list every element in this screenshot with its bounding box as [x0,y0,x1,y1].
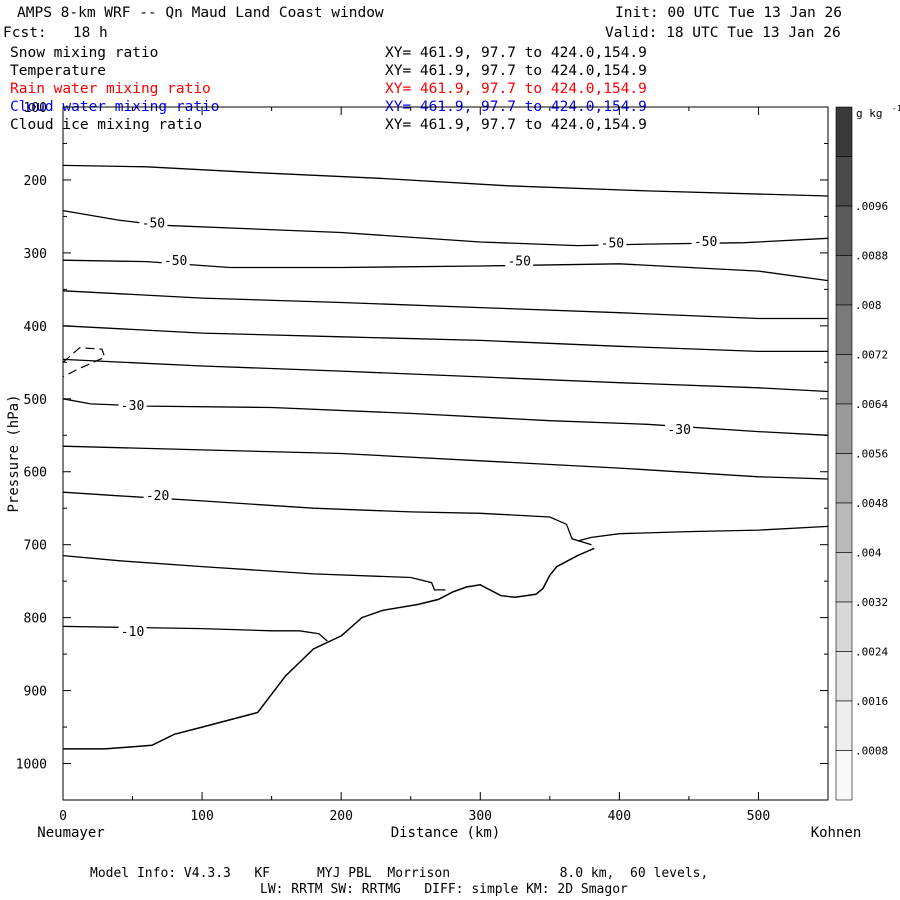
snow-contour-dashed [62,347,106,378]
contour-label: -30 [667,423,690,438]
contour-label-bg [118,398,147,414]
forecast-hour: Fcst: 18 h [3,25,108,41]
contour-label: -50 [164,254,187,269]
colorbar-swatch [835,354,853,405]
colorbar-swatch [835,255,853,306]
valid-time: Valid: 18 UTC Tue 13 Jan 26 [605,25,841,41]
field-name: Rain water mixing ratio [10,81,211,97]
series-line-warm-contour [577,525,829,542]
contour-label: -50 [601,236,624,251]
contour-label: -20 [146,489,169,504]
x-tick-label: 0 [59,809,67,824]
plot-frame [62,106,829,801]
colorbar-swatch [835,502,853,553]
colorbar-label: .0064 [855,398,888,411]
series-line-isotherm-3 [62,259,829,282]
colorbar-swatch [835,403,853,454]
contour-label: -30 [121,399,144,414]
field-name: Snow mixing ratio [10,45,159,61]
field-name: Temperature [10,63,107,79]
chart-title: AMPS 8-km WRF -- Qn Maud Land Coast wind… [17,5,384,21]
colorbar-label: .0024 [855,646,888,659]
contour-label-bg [118,624,147,640]
series-line-isotherm-9 [62,491,592,546]
contour-label: -10 [121,625,144,640]
colorbar-label: .0088 [855,250,888,263]
colorbar-swatch [835,156,853,207]
colorbar-unit: g kg [856,107,883,120]
contour-label: -50 [507,255,530,270]
contour-label-bg [665,422,694,438]
colorbar-label: .0096 [855,200,888,213]
series-line-isotherm-4 [62,290,828,320]
colorbar-swatch [835,750,853,801]
y-axis-title: Pressure (hPa) [6,394,22,512]
series-line-isotherm-11 [62,625,328,642]
colorbar-swatch [835,651,853,702]
series-line-isotherm-5 [62,325,828,353]
colorbar-label: .0008 [855,745,888,758]
series-line-isotherm-10 [62,554,446,591]
contour-label: -50 [142,217,165,232]
contour-label: -50 [694,235,717,250]
colorbar-label: .0016 [855,695,888,708]
colorbar-label: .004 [855,547,882,560]
series-line-terrain [63,547,595,750]
contour-label-bg [161,252,190,268]
x-tick-label: 100 [190,809,213,824]
contour-label-bg [691,233,720,249]
y-tick-label: 500 [24,393,47,408]
model-info-line1: Model Info: V4.3.3 KF MYJ PBL Morrison 8… [90,866,709,881]
colorbar-label: .0048 [855,497,888,510]
model-info-line2: LW: RRTM SW: RRTMG DIFF: simple KM: 2D S… [260,882,628,897]
x-left-location: Neumayer [37,825,104,841]
colorbar-label: .008 [855,299,882,312]
field-xy: XY= 461.9, 97.7 to 424.0,154.9 [385,63,647,79]
colorbar-swatch [835,205,853,256]
contour-label-bg [139,215,168,231]
contour-label-bg [598,235,627,251]
x-tick-label: 300 [469,809,492,824]
x-tick-label: 400 [608,809,631,824]
colorbar-unit-exponent: -1 [892,104,900,113]
colorbar-label: .0032 [855,596,888,609]
colorbar-swatch [835,700,853,751]
y-tick-label: 800 [24,612,47,627]
y-tick-label: 600 [24,466,47,481]
colorbar-swatch [835,552,853,603]
x-tick-label: 200 [329,809,352,824]
y-tick-label: 900 [24,685,47,700]
series-line-isotherm-8 [62,445,829,480]
colorbar-label: .0056 [855,448,888,461]
y-tick-label: 1000 [16,758,47,773]
y-tick-label: 400 [24,320,47,335]
series-line-isotherm-7 [62,398,829,436]
colorbar-swatch [835,601,853,652]
x-right-location: Kohnen [811,825,862,841]
y-tick-label: 300 [24,247,47,262]
colorbar-label: .0072 [855,349,888,362]
series-line-isotherm-1 [62,164,829,197]
x-axis-title: Distance (km) [391,825,501,841]
colorbar-swatch [835,453,853,504]
contour-label-bg [143,487,172,503]
x-tick-label: 500 [747,809,770,824]
contour-label-bg [505,253,534,269]
field-xy: XY= 461.9, 97.7 to 424.0,154.9 [385,81,647,97]
series-line-isotherm-6 [62,358,829,393]
init-time: Init: 00 UTC Tue 13 Jan 26 [615,5,842,21]
y-tick-label: 700 [24,539,47,554]
y-tick-label: 100 [24,101,47,116]
colorbar-swatch [835,304,853,355]
field-xy: XY= 461.9, 97.7 to 424.0,154.9 [385,117,647,133]
field-xy: XY= 461.9, 97.7 to 424.0,154.9 [385,45,647,61]
y-tick-label: 200 [24,174,47,189]
field-name: Cloud ice mixing ratio [10,117,203,133]
colorbar-swatch [835,106,853,157]
